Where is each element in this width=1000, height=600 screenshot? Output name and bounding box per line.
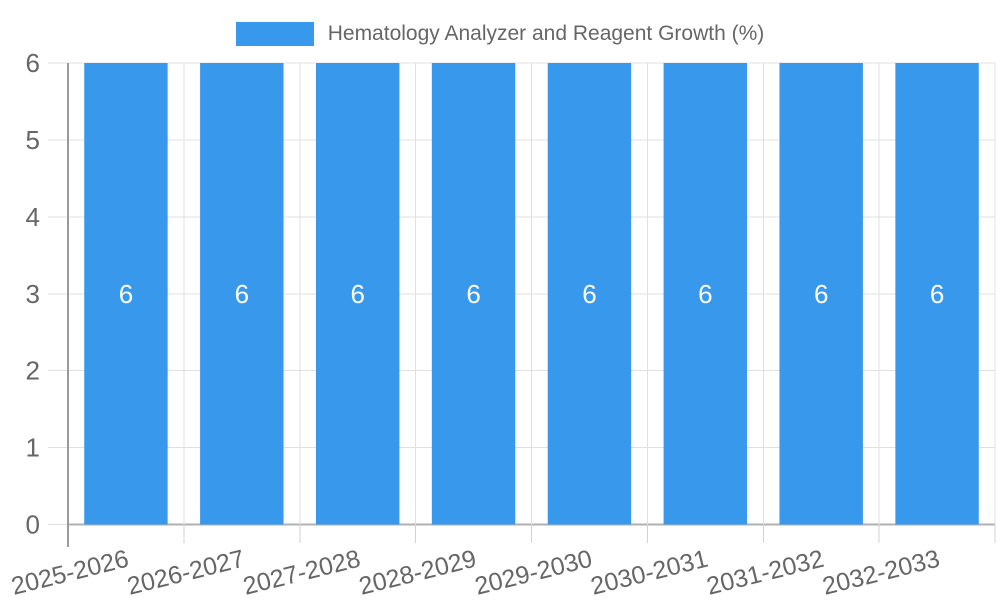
x-axis-label: 2025-2026 bbox=[9, 545, 132, 600]
y-axis-label: 3 bbox=[26, 279, 40, 309]
bar-2030-2031[interactable] bbox=[663, 63, 748, 525]
bar-value-label: 6 bbox=[119, 279, 133, 309]
bar-2027-2028[interactable] bbox=[315, 63, 400, 525]
x-axis-label: 2032-2033 bbox=[820, 545, 943, 600]
y-axis-label: 6 bbox=[26, 48, 40, 78]
bar-2025-2026[interactable] bbox=[84, 63, 168, 525]
legend-label: Hematology Analyzer and Reagent Growth (… bbox=[327, 22, 765, 45]
x-axis-label: 2030-2031 bbox=[588, 545, 711, 600]
x-axis-label: 2029-2030 bbox=[472, 545, 595, 600]
bar-2029-2030[interactable] bbox=[547, 63, 632, 525]
x-axis-label: 2031-2032 bbox=[704, 545, 827, 600]
y-axis-label: 0 bbox=[26, 510, 40, 540]
x-axis-label: 2027-2028 bbox=[240, 545, 363, 600]
bar-value-label: 6 bbox=[350, 279, 364, 309]
bar-2026-2027[interactable] bbox=[200, 63, 284, 525]
bar-2028-2029[interactable] bbox=[431, 63, 516, 525]
legend-swatch bbox=[235, 22, 314, 46]
y-axis-label: 1 bbox=[26, 433, 40, 463]
bar-value-label: 6 bbox=[698, 279, 712, 309]
x-axis-label: 2028-2029 bbox=[356, 545, 479, 600]
bar-value-label: 6 bbox=[930, 279, 944, 309]
bar-2032-2033[interactable] bbox=[895, 63, 979, 525]
bar-value-label: 6 bbox=[582, 279, 596, 309]
bar-2031-2032[interactable] bbox=[779, 63, 863, 525]
bar-value-label: 6 bbox=[466, 279, 480, 309]
bar-value-label: 6 bbox=[235, 279, 249, 309]
y-axis-label: 2 bbox=[26, 356, 40, 386]
x-axis-label: 2026-2027 bbox=[124, 545, 247, 600]
y-axis-label: 4 bbox=[26, 202, 40, 232]
y-axis-label: 5 bbox=[26, 125, 40, 155]
bar-value-label: 6 bbox=[814, 279, 828, 309]
legend[interactable]: Hematology Analyzer and Reagent Growth (… bbox=[0, 16, 1000, 52]
